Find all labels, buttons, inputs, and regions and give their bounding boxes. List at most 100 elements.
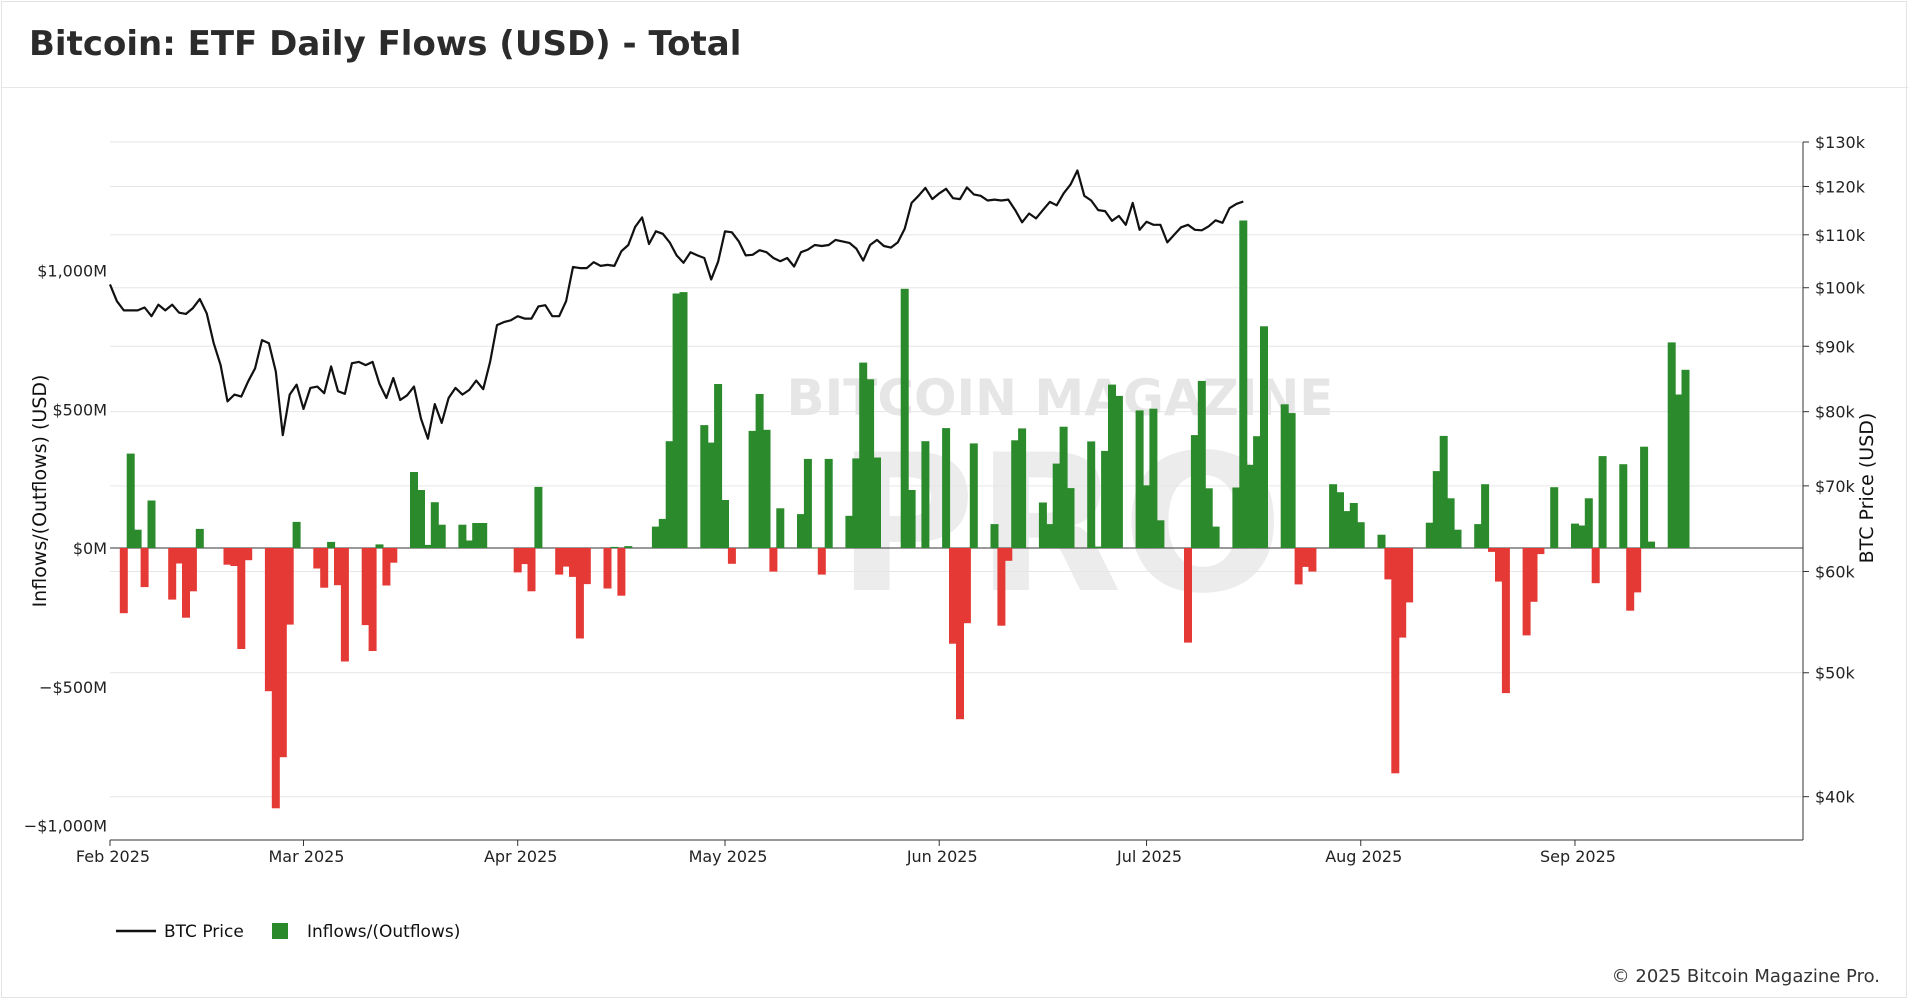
right-tick-label: $80k <box>1815 403 1856 422</box>
flow-bar <box>375 544 384 548</box>
flow-bar <box>1550 487 1559 548</box>
flow-bar <box>264 548 273 692</box>
flow-bar <box>1453 529 1462 548</box>
flow-bar <box>1197 380 1206 548</box>
flow-bar <box>1432 471 1441 548</box>
flow-bar <box>824 458 833 548</box>
legend-flows-swatch <box>272 923 288 939</box>
flow-bar <box>672 293 681 548</box>
flow-bar <box>472 523 481 548</box>
flow-bar <box>1336 492 1344 548</box>
flow-bar <box>1577 525 1586 548</box>
flow-bar <box>582 548 591 585</box>
flow-bar <box>1190 435 1199 548</box>
flow-bar <box>1087 441 1096 548</box>
flow-bar <box>1481 484 1490 548</box>
flow-bar <box>133 529 142 548</box>
flow-bar <box>1522 548 1531 636</box>
flow-bar <box>575 548 584 639</box>
flow-bar <box>1260 326 1268 548</box>
flow-bar <box>237 548 246 649</box>
x-tick-label: Aug 2025 <box>1325 847 1402 866</box>
flow-bar <box>907 490 916 548</box>
flow-bar <box>271 548 280 809</box>
flow-bar <box>1239 220 1248 548</box>
flow-bar <box>714 384 723 548</box>
flow-bar <box>520 548 529 565</box>
flow-bar <box>1004 548 1013 561</box>
x-tick-label: Jun 2025 <box>906 847 978 866</box>
flow-bar <box>679 292 688 548</box>
right-tick-label: $130k <box>1815 133 1866 152</box>
flow-bar <box>1501 548 1510 694</box>
flow-bar <box>1640 446 1649 548</box>
flow-bar <box>292 521 301 548</box>
flow-bar <box>430 502 439 548</box>
right-tick-label: $70k <box>1815 477 1856 496</box>
flow-bar <box>956 548 964 720</box>
flow-bar <box>1011 440 1020 548</box>
flow-bar <box>313 548 322 569</box>
flow-bar <box>852 458 861 548</box>
flow-bar <box>1474 524 1483 548</box>
legend-price-label: BTC Price <box>164 922 244 942</box>
flow-bar <box>569 548 577 577</box>
flow-bar <box>727 548 736 564</box>
flow-bar <box>1591 548 1600 584</box>
flow-bar <box>1619 464 1628 548</box>
flow-bar <box>147 500 156 548</box>
flow-bar <box>188 548 197 592</box>
flow-bar <box>423 544 432 548</box>
flow-bar <box>175 548 184 564</box>
flow-bar <box>1059 426 1068 548</box>
flow-bar <box>1149 408 1158 548</box>
flow-bar <box>1495 548 1503 582</box>
right-tick-label: $90k <box>1815 337 1856 356</box>
flow-bar <box>707 442 716 549</box>
flow-bar <box>803 458 812 548</box>
left-tick-label: $1,000M <box>37 262 107 281</box>
x-tick-label: Mar 2025 <box>268 847 344 866</box>
right-tick-label: $60k <box>1815 562 1856 581</box>
flow-bar <box>1018 428 1027 548</box>
flow-bar <box>603 548 612 589</box>
flow-bar <box>721 500 729 548</box>
x-tick-label: Sep 2025 <box>1540 847 1616 866</box>
flow-bar <box>1584 498 1593 548</box>
flow-bar <box>769 548 778 572</box>
flow-bar <box>527 548 536 592</box>
flow-bar <box>859 362 868 548</box>
flow-bar <box>1184 548 1192 643</box>
flow-bar <box>126 453 135 548</box>
flow-bar <box>700 425 709 548</box>
flow-bar <box>168 548 177 600</box>
legend-flows-label: Inflows/(Outflows) <box>307 922 460 942</box>
flow-bar <box>410 472 418 548</box>
flow-bar <box>949 548 957 644</box>
flow-bar <box>797 514 805 548</box>
x-tick-label: May 2025 <box>689 847 768 866</box>
flow-bar <box>1287 413 1296 548</box>
flow-bar <box>182 548 190 618</box>
flow-bar <box>776 508 785 548</box>
flow-bar <box>610 546 619 548</box>
flow-bar <box>755 394 764 548</box>
right-axis-title: BTC Price (USD) <box>1856 413 1878 564</box>
flow-bar <box>1308 548 1317 572</box>
flow-bar <box>223 548 232 565</box>
flow-bar <box>1377 534 1386 548</box>
flow-bar <box>458 524 467 548</box>
flow-bar <box>748 430 757 548</box>
flow-bar <box>534 486 543 548</box>
flow-bar <box>389 548 398 563</box>
flow-bar <box>1529 548 1538 602</box>
flow-bar <box>140 548 149 588</box>
flow-bar <box>921 441 930 548</box>
right-tick-label: $110k <box>1815 226 1866 245</box>
flow-bar <box>1232 487 1241 548</box>
flow-bar <box>1246 464 1255 549</box>
flow-bar <box>1329 484 1338 548</box>
flow-bar <box>1667 342 1676 548</box>
flow-bar <box>969 443 978 548</box>
